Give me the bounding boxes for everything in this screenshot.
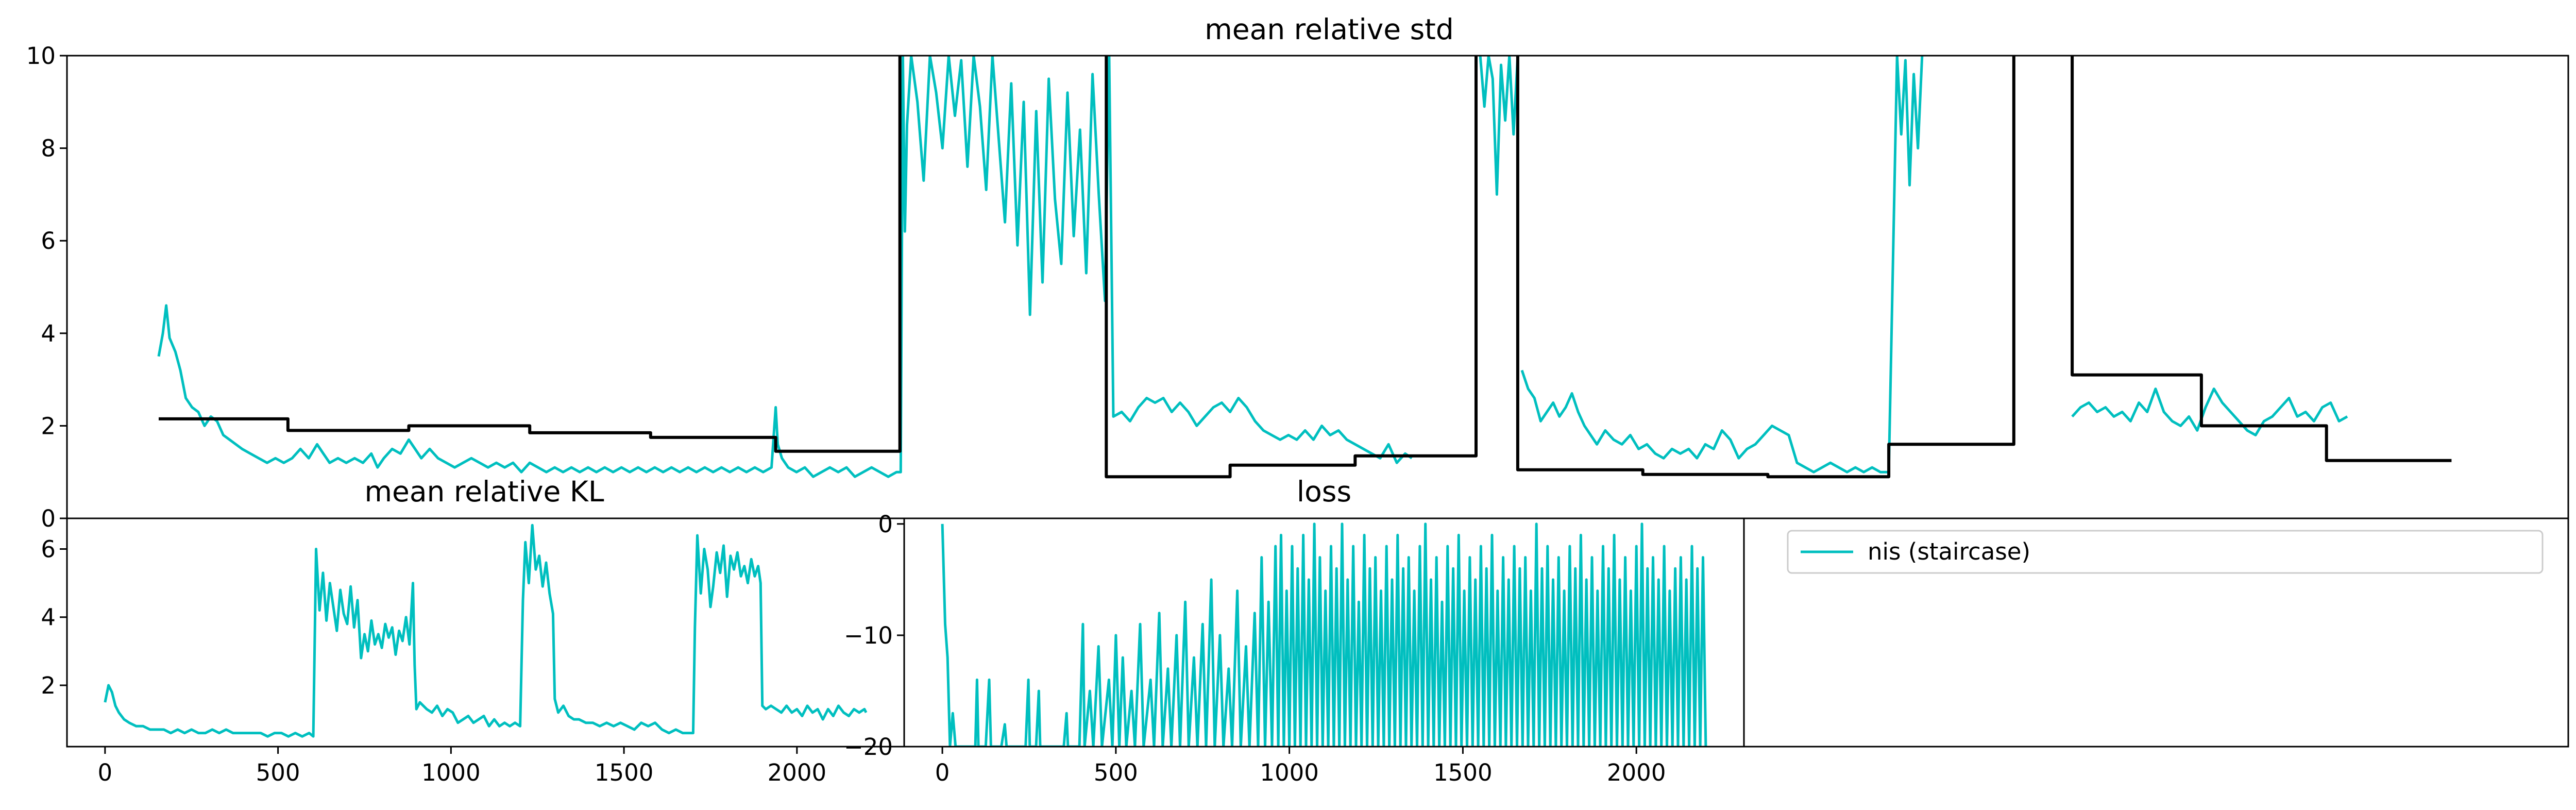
- std-ytick-label: 6: [41, 227, 56, 255]
- std-series-line-7: [2071, 56, 2452, 462]
- loss-xtick-label: 2000: [1607, 759, 1666, 786]
- kl-ytick-label: 4: [41, 604, 56, 631]
- std-series-line-0: [157, 56, 1413, 478]
- kl-ytick-label: 2: [41, 672, 56, 699]
- loss-xtick-label: 0: [935, 759, 950, 786]
- loss-xtick-label: 1000: [1260, 759, 1319, 786]
- kl-title: mean relative KL: [364, 475, 604, 508]
- legend: nis (staircase): [1787, 530, 2544, 574]
- std-series-line-6: [1516, 56, 2015, 479]
- kl-ytick-label: 6: [41, 536, 56, 563]
- kl-xtick-label: 500: [256, 759, 300, 786]
- std-series-line-5: [1105, 56, 1478, 479]
- std-ytick-label: 8: [41, 135, 56, 162]
- std-series-line-3: [2071, 387, 2348, 436]
- std-ytick-label: 0: [41, 505, 56, 532]
- std-series-line-2: [1520, 56, 1924, 474]
- loss-ytick-label: −20: [844, 733, 893, 761]
- kl-series-line-0: [104, 524, 868, 738]
- loss-xtick-label: 500: [1094, 759, 1138, 786]
- std-ytick-label: 10: [26, 42, 56, 70]
- std-ytick-label: 4: [41, 320, 56, 347]
- legend-label: nis (staircase): [1868, 538, 2030, 565]
- loss-xtick-label: 1500: [1433, 759, 1493, 786]
- kl-xtick-label: 1500: [595, 759, 654, 786]
- loss-ytick-label: −10: [844, 622, 893, 649]
- std-title: mean relative std: [1205, 13, 1454, 46]
- std-ytick-label: 2: [41, 412, 56, 440]
- loss-ytick-label: 0: [878, 511, 893, 538]
- kl-plot-area: [104, 524, 868, 738]
- std-series-line-1: [1479, 56, 1519, 196]
- kl-xtick-label: 1000: [421, 759, 481, 786]
- legend-box: [1787, 530, 2544, 574]
- kl-xtick-label: 2000: [768, 759, 827, 786]
- std-axes: 0 2 4 6 8 10: [26, 42, 2569, 532]
- kl-xtick-label: 0: [98, 759, 113, 786]
- loss-title: loss: [1297, 475, 1351, 508]
- std-plot-area: [157, 56, 2452, 479]
- legend-panel-frame: [1743, 517, 2569, 748]
- std-series-line-4: [159, 56, 902, 453]
